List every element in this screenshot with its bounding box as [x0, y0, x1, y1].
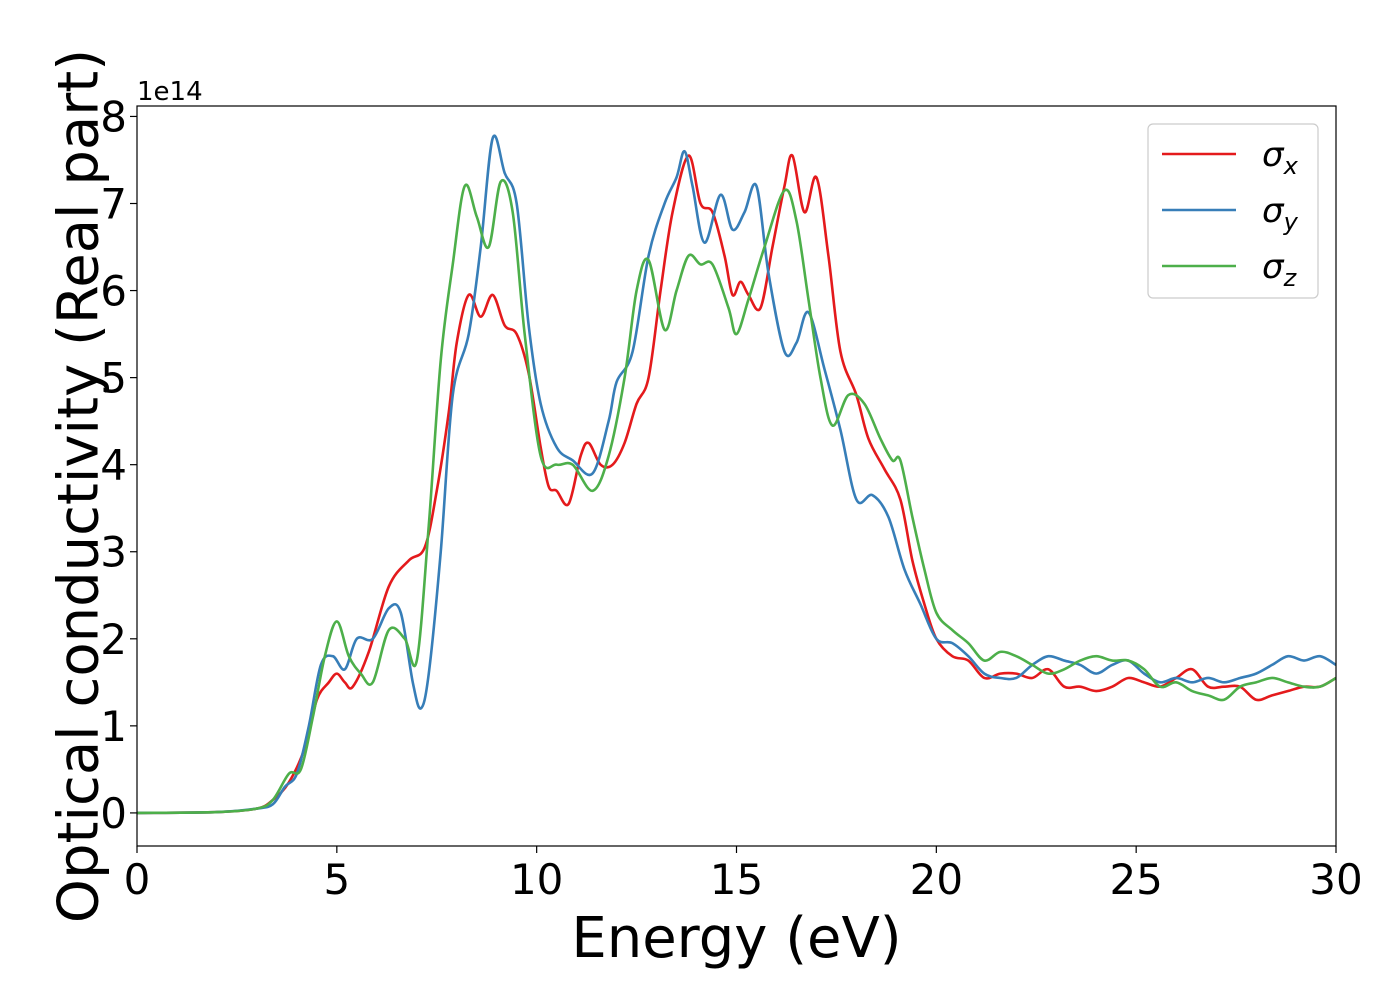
x-tick-label: 25 — [1109, 855, 1162, 904]
y-tick-label: 7 — [100, 180, 127, 229]
x-tick-label: 15 — [710, 855, 763, 904]
y-tick-label: 3 — [100, 528, 127, 577]
x-axis-label: Energy (eV) — [571, 906, 901, 971]
x-tick-label: 30 — [1309, 855, 1362, 904]
y-tick-label: 2 — [100, 615, 127, 664]
series-line-x — [137, 153, 1336, 815]
y-tick-label: 8 — [100, 92, 127, 141]
y-tick-label: 6 — [100, 267, 127, 316]
legend-label-z: σz — [1262, 247, 1298, 292]
legend-label-y: σy — [1262, 191, 1299, 236]
x-tick-label: 20 — [910, 855, 963, 904]
x-tick-label: 10 — [510, 855, 563, 904]
x-tick-label: 5 — [323, 855, 350, 904]
y-tick-label: 0 — [100, 789, 127, 838]
series-layer — [137, 134, 1336, 815]
series-line-z — [137, 179, 1336, 815]
y-offset-label: 1e14 — [137, 77, 203, 107]
legend-label-x: σx — [1262, 135, 1299, 180]
x-tick-label: 0 — [124, 855, 151, 904]
x-axis: 0 5 10 15 20 25 30 — [124, 846, 1363, 904]
y-tick-label: 4 — [100, 441, 127, 490]
y-tick-label: 5 — [100, 354, 127, 403]
y-axis-label: Optical conductivity (Real part) — [47, 49, 112, 923]
y-axis: 0 1 2 3 4 5 6 7 8 — [100, 92, 137, 838]
y-tick-label: 1 — [100, 702, 127, 751]
legend: σx σy σz — [1147, 123, 1319, 299]
